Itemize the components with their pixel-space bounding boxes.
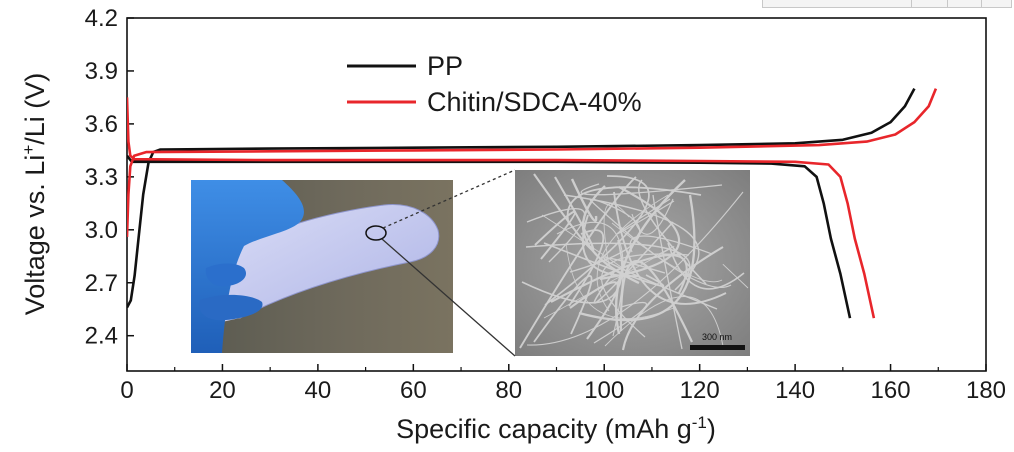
x-tick-label: 100: [584, 377, 624, 404]
sem-fiber: [603, 203, 630, 266]
sem-fiber: [526, 191, 744, 346]
y-tick-label: 2.4: [85, 323, 118, 350]
sem-fiber: [593, 221, 674, 304]
sem-fiber: [652, 194, 683, 350]
sem-fiber: [596, 194, 669, 312]
magnify-circle: [365, 225, 387, 241]
series-0-charge-curve: [127, 87, 916, 309]
series-0-discharge-curve: [127, 154, 852, 319]
scale-bar-label: 300 nm: [702, 332, 732, 342]
x-tick-label: 160: [871, 377, 911, 404]
x-tick-label: 80: [495, 377, 522, 404]
y-axis-ticks: 2.4 2.7 3.0 3.3 3.6 3.9 4.2: [85, 5, 134, 350]
corner-frame: [762, 0, 1012, 8]
series-1-charge-curve: [127, 88, 938, 237]
x-tick-label: 180: [966, 377, 1006, 404]
zoom-line-bottom: [381, 238, 516, 357]
x-axis-title: Specific capacity (mAh g-1): [396, 413, 716, 444]
sem-fiber: [556, 221, 624, 337]
sem-fiber: [533, 275, 593, 343]
sem-fiber: [722, 264, 749, 289]
sem-fiber: [543, 246, 675, 319]
y-tick-label: 3.0: [85, 217, 118, 244]
sem-fiber: [667, 242, 745, 290]
series-1-discharge-curve: [127, 97, 876, 319]
sem-fiber: [581, 185, 640, 285]
x-tick-label: 140: [775, 377, 815, 404]
sem-fiber: [582, 214, 639, 277]
x-axis-ticks: 0 20 40 60 80 100 120 140 160 180: [120, 364, 1006, 404]
sem-fiber: [589, 199, 732, 289]
x-tick-label: 60: [400, 377, 427, 404]
y-axis-title: Voltage vs. Li+/Li (V): [19, 73, 50, 316]
sem-fiber: [578, 194, 696, 322]
sem-fiber: [543, 242, 665, 287]
y-tick-label: 2.7: [85, 270, 118, 297]
sem-fiber: [568, 229, 605, 307]
x-tick-label: 120: [680, 377, 720, 404]
sem-fiber: [601, 253, 690, 338]
sem-fiber: [637, 179, 707, 285]
y-tick-label: 3.3: [85, 164, 118, 191]
legend-label-pp: PP: [427, 51, 463, 81]
scale-bar: [690, 345, 745, 350]
sem-fiber: [569, 281, 619, 340]
legend-label-chitin: Chitin/SDCA-40%: [427, 87, 642, 117]
sem-fiber: [563, 194, 700, 280]
x-tick-label: 0: [120, 377, 133, 404]
sem-fiber: [519, 176, 637, 349]
y-tick-label: 3.6: [85, 111, 118, 138]
sem-fiber: [631, 198, 674, 235]
legend: PP Chitin/SDCA-40%: [347, 51, 642, 117]
inset-photo: [191, 180, 453, 353]
sem-fiber: [534, 210, 577, 260]
sem-fiber: [604, 296, 724, 347]
zoom-line-top: [382, 169, 516, 229]
sem-fiber: [619, 260, 693, 343]
y-tick-label: 4.2: [85, 5, 118, 32]
sem-fiber: [611, 222, 723, 283]
y-tick-label: 3.9: [85, 58, 118, 85]
x-tick-label: 40: [305, 377, 332, 404]
sem-fiber: [613, 191, 727, 305]
sem-fiber: [526, 208, 586, 263]
x-tick-label: 20: [209, 377, 236, 404]
sem-fiber: [521, 239, 623, 304]
sem-fiber: [621, 246, 724, 351]
sem-fiber: [570, 178, 598, 222]
inset-sem-image: 300 nm: [515, 170, 750, 356]
curves: [127, 87, 938, 319]
